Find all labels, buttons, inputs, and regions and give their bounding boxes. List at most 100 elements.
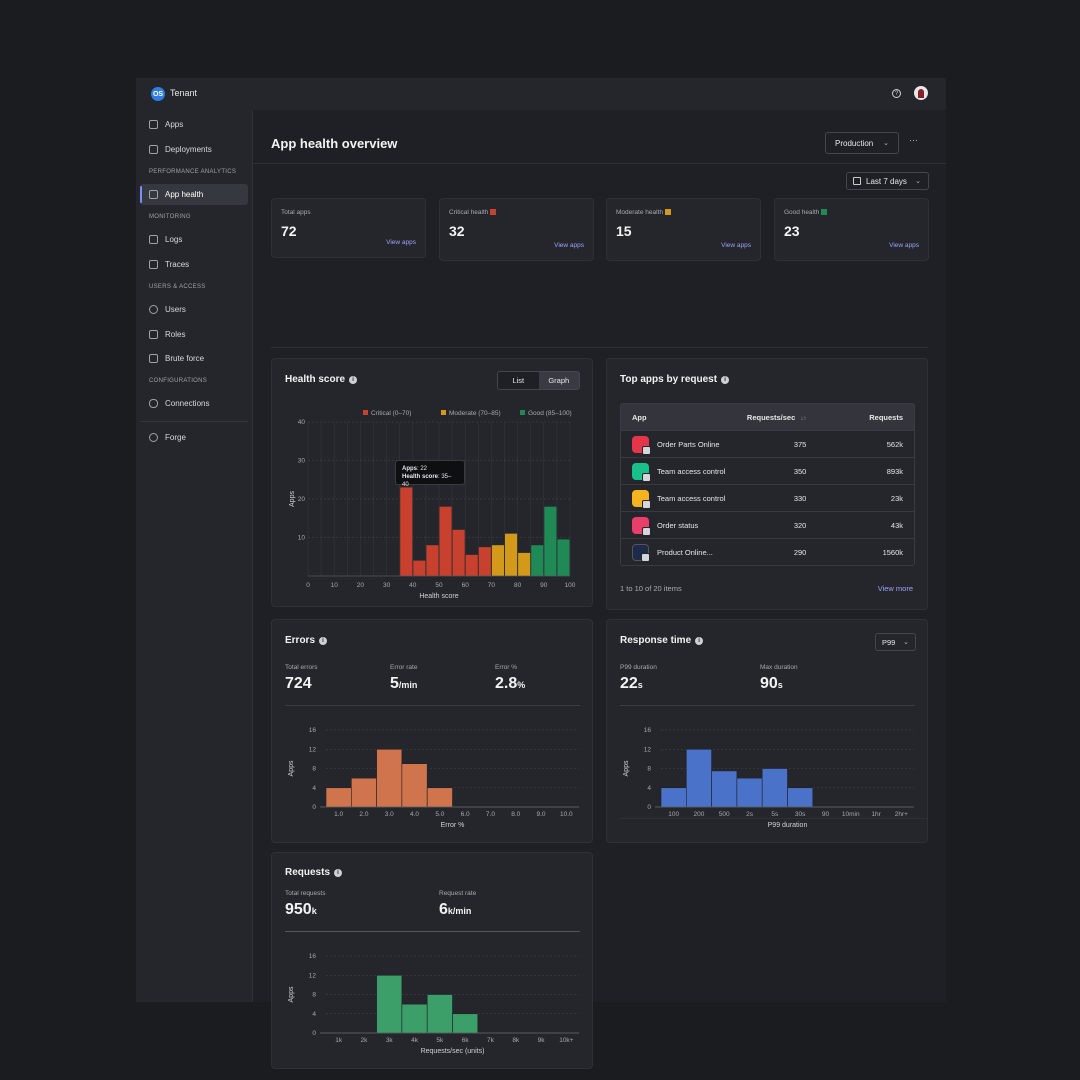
x-tick-label: 10k+ bbox=[559, 1037, 573, 1044]
sidebar: Apps Deployments PERFORMANCE ANALYTICS A… bbox=[136, 110, 253, 1002]
view-apps-link[interactable]: View apps bbox=[554, 242, 584, 249]
toggle-graph[interactable]: Graph bbox=[538, 372, 579, 389]
info-icon[interactable]: i bbox=[349, 376, 358, 384]
view-more-link[interactable]: View more bbox=[877, 584, 913, 593]
link-icon bbox=[149, 399, 158, 408]
sidebar-item-roles[interactable]: Roles bbox=[140, 324, 248, 345]
app-cell: Product Online... bbox=[621, 543, 729, 562]
bar bbox=[452, 529, 465, 576]
app-name: Team access control bbox=[657, 493, 726, 503]
column-app[interactable]: App bbox=[632, 412, 647, 422]
app-icon bbox=[632, 543, 650, 562]
metric-label: Request rate bbox=[439, 890, 477, 897]
avatar[interactable] bbox=[914, 86, 928, 100]
info-icon[interactable]: i bbox=[319, 637, 328, 645]
column-requests[interactable]: Requests bbox=[869, 412, 903, 422]
card-title: Top apps by request i bbox=[620, 374, 730, 385]
sidebar-item-users[interactable]: Users bbox=[140, 299, 248, 320]
sidebar-item-traces[interactable]: Traces bbox=[140, 254, 248, 275]
sidebar-item-forge[interactable]: Forge bbox=[140, 427, 248, 448]
x-tick-label: 7k bbox=[487, 1037, 495, 1044]
view-apps-link[interactable]: View apps bbox=[386, 239, 416, 246]
table-row[interactable]: Team access control 330 23k bbox=[621, 484, 914, 511]
help-icon[interactable]: ? bbox=[892, 89, 901, 98]
bar bbox=[736, 777, 763, 808]
requests-card: Requests i Total requests 950k Request ra… bbox=[271, 852, 593, 1069]
app-cell: Team access control bbox=[621, 462, 729, 482]
stat-card-moderate: Moderate health 15 View apps bbox=[606, 198, 761, 261]
os-logo[interactable]: OS bbox=[151, 87, 165, 101]
sidebar-item-deployments[interactable]: Deployments bbox=[140, 139, 248, 160]
table-row[interactable]: Order status 320 43k bbox=[621, 511, 914, 538]
sidebar-item-label: Deployments bbox=[165, 145, 212, 154]
card-title: Requests i bbox=[285, 867, 343, 878]
bar bbox=[325, 787, 352, 808]
x-tick-label: 8k bbox=[512, 1037, 520, 1044]
x-tick-label: 1k bbox=[335, 1037, 343, 1044]
info-icon[interactable]: i bbox=[695, 637, 704, 645]
x-tick-label: 40 bbox=[409, 582, 417, 589]
x-tick-label: 4k bbox=[411, 1037, 419, 1044]
sidebar-item-app-health[interactable]: App health bbox=[140, 184, 248, 205]
sort-icon[interactable]: ↓↑ bbox=[800, 415, 807, 422]
chevron-down-icon: ⌄ bbox=[915, 178, 921, 185]
metric-unit: k bbox=[311, 906, 317, 916]
date-range-select[interactable]: Last 7 days ⌄ bbox=[846, 172, 929, 190]
x-tick-label: 5.0 bbox=[435, 811, 444, 818]
section-performance-analytics: PERFORMANCE ANALYTICS bbox=[149, 169, 237, 175]
grid-icon bbox=[149, 120, 158, 129]
legend-moderate: Moderate (70–85) bbox=[441, 410, 501, 417]
y-tick-label: 0 bbox=[647, 804, 651, 811]
app-cell: Order status bbox=[621, 516, 729, 536]
x-tick-label: 500 bbox=[719, 811, 730, 818]
info-icon[interactable]: i bbox=[334, 869, 343, 877]
table-row[interactable]: Product Online... 290 1560k bbox=[621, 538, 914, 565]
more-options-button[interactable]: ··· bbox=[909, 135, 918, 145]
rps-cell: 320 bbox=[793, 520, 807, 530]
app-cell: Order Parts Online bbox=[621, 435, 729, 455]
metrics-divider bbox=[620, 705, 915, 706]
sidebar-item-brute-force[interactable]: Brute force bbox=[140, 348, 248, 369]
response-time-title: Response time bbox=[620, 635, 692, 646]
info-icon[interactable]: i bbox=[721, 376, 730, 384]
metric-number: 90 bbox=[760, 675, 778, 692]
x-tick-label: 10 bbox=[331, 582, 339, 589]
metric-value: 90s bbox=[760, 675, 783, 693]
x-tick-label: 2k bbox=[361, 1037, 369, 1044]
app-window: OS Tenant ? Apps Deployments PERFORMANCE… bbox=[136, 78, 946, 1069]
metric-value: 950k bbox=[285, 901, 317, 919]
legend-critical: Critical (0–70) bbox=[363, 410, 411, 417]
percentile-select[interactable]: P99 ⌄ bbox=[875, 633, 916, 651]
user-icon bbox=[149, 305, 158, 314]
view-apps-link[interactable]: View apps bbox=[721, 242, 751, 249]
sidebar-item-label: Brute force bbox=[165, 354, 205, 363]
table-row[interactable]: Order Parts Online 375 562k bbox=[621, 430, 914, 457]
y-axis-label: Apps bbox=[288, 760, 295, 776]
environment-select[interactable]: Production ⌄ bbox=[825, 132, 899, 154]
rps-cell: 350 bbox=[793, 466, 807, 476]
sidebar-item-connections[interactable]: Connections bbox=[140, 393, 248, 414]
toggle-list[interactable]: List bbox=[498, 372, 539, 389]
tenant-name[interactable]: Tenant bbox=[170, 88, 198, 98]
sidebar-item-logs[interactable]: Logs bbox=[140, 229, 248, 250]
section-divider bbox=[619, 818, 928, 819]
view-apps-link[interactable]: View apps bbox=[889, 242, 919, 249]
stat-value: 23 bbox=[784, 223, 800, 239]
legend-swatch bbox=[363, 410, 368, 415]
y-tick-label: 12 bbox=[309, 746, 317, 753]
y-tick-label: 4 bbox=[312, 1011, 316, 1018]
bar bbox=[686, 748, 712, 808]
y-tick-label: 4 bbox=[312, 785, 316, 792]
bar bbox=[711, 770, 738, 808]
rps-cell: 330 bbox=[793, 493, 807, 503]
x-axis-label: P99 duration bbox=[768, 822, 808, 829]
sidebar-item-apps[interactable]: Apps bbox=[140, 114, 248, 135]
response-time-chart: 0 4 8 12 16 100 200 500 2s 5s 30s 90 10min 1hr 2hr+ P99… bbox=[623, 727, 914, 829]
metric-number: 724 bbox=[285, 675, 312, 692]
bar bbox=[518, 552, 531, 576]
bar bbox=[413, 560, 426, 576]
table-row[interactable]: Team access control 350 893k bbox=[621, 457, 914, 484]
legend-label: Moderate (70–85) bbox=[449, 410, 501, 417]
column-requests-sec[interactable]: Requests/sec ↓↑ bbox=[729, 413, 807, 422]
metric-number: 2.8 bbox=[495, 675, 518, 692]
